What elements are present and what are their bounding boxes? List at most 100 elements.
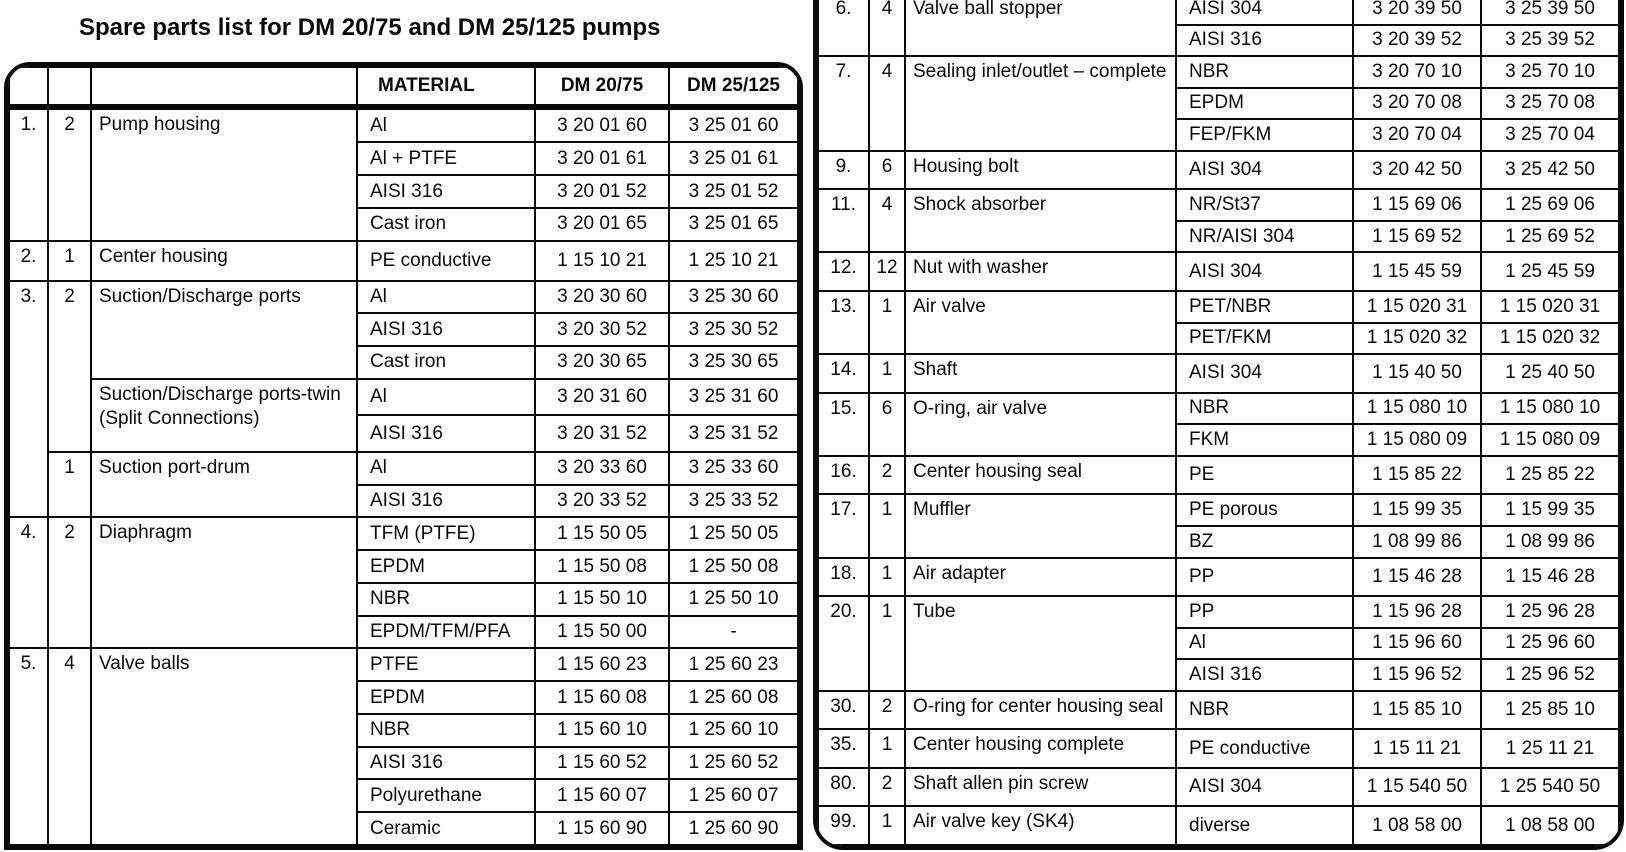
code-dm-20-75-cell: 1 15 45 59 xyxy=(1352,251,1482,293)
code-dm-25-125-cell: 3 25 70 04 xyxy=(1480,118,1620,152)
parts-row: PET/FKM 1 15 020 32 1 15 020 32 xyxy=(818,321,1620,356)
code-dm-20-75-cell: 3 20 70 10 xyxy=(1352,55,1482,89)
code-dm-25-125-cell: 1 15 46 28 xyxy=(1480,556,1620,598)
part-name-cell: Suction/Discharge ports xyxy=(90,279,358,380)
column-header-qty xyxy=(47,66,92,110)
code-dm-20-75-cell: 3 20 33 60 xyxy=(534,451,670,486)
code-dm-20-75-cell: 1 15 080 10 xyxy=(1352,391,1482,426)
code-dm-20-75-cell: 1 15 60 90 xyxy=(534,811,670,846)
part-name-cell: Sealing inlet/outlet – complete xyxy=(904,55,1177,152)
parts-row: 80. 2 Shaft allen pin screw AISI 304 1 15 54… xyxy=(817,766,1620,808)
code-dm-25-125-cell: 1 08 99 86 xyxy=(1480,524,1620,559)
code-dm-25-125-cell: 1 25 69 06 xyxy=(1480,188,1620,222)
parts-row: 99. 1 Air valve key (SK4) diverse 1 08 58 00… xyxy=(817,805,1620,846)
item-number-cell: 12. xyxy=(817,251,870,293)
item-number-cell: 16. xyxy=(817,454,870,496)
material-cell: diverse xyxy=(1175,805,1354,846)
code-dm-25-125-cell: 3 25 39 52 xyxy=(1480,23,1620,58)
material-cell: AISI 316 xyxy=(356,483,536,519)
part-name-cell: Nut with washer xyxy=(904,251,1177,293)
code-dm-20-75-cell: 1 15 60 10 xyxy=(534,712,670,748)
material-cell: Polyurethane xyxy=(356,778,536,814)
parts-row: AISI 316 3 20 31 52 3 25 31 52 xyxy=(9,414,799,454)
parts-row: 13. 1 Air valve PET/NBR 1 15 020 31 1 15 020 … xyxy=(817,290,1620,356)
code-dm-25-125-cell: 1 25 40 50 xyxy=(1480,353,1620,394)
code-dm-25-125-cell: 3 25 70 08 xyxy=(1480,86,1620,121)
part-name-cell: Valve balls xyxy=(90,647,358,846)
parts-row: AISI 316 3 20 01 52 3 25 01 52 xyxy=(9,174,799,209)
item-qty-cell: 2 xyxy=(47,516,92,650)
code-dm-20-75-cell: 1 15 020 32 xyxy=(1352,321,1482,356)
code-dm-20-75-cell: 1 15 96 28 xyxy=(1352,595,1482,629)
parts-row: EPDM/TFM/PFA 1 15 50 00- xyxy=(9,614,799,650)
parts-row: 12. 12 Nut with washer AISI 304 1 15 45 59 1 … xyxy=(817,251,1620,293)
item-qty-cell: 4 xyxy=(868,0,906,58)
item-qty-cell: 1 xyxy=(868,493,906,559)
part-name-cell: Air adapter xyxy=(904,556,1177,598)
parts-row: EPDM 1 15 60 08 1 25 60 08 xyxy=(9,680,799,715)
code-dm-20-75-cell: 1 15 11 21 xyxy=(1352,728,1482,769)
parts-row: NBR 1 15 60 10 1 25 60 10 xyxy=(9,712,799,748)
column-header-part-name xyxy=(90,66,358,110)
item-qty-cell: 4 xyxy=(47,647,92,846)
material-cell: Ceramic xyxy=(356,811,536,846)
code-dm-20-75-cell: 1 15 020 31 xyxy=(1352,290,1482,324)
code-dm-25-125-cell: 1 25 85 10 xyxy=(1480,689,1620,731)
code-dm-20-75-cell: 3 20 01 61 xyxy=(534,141,670,177)
code-dm-25-125-cell: 3 25 01 65 xyxy=(668,206,799,242)
code-dm-20-75-cell: 1 15 96 60 xyxy=(1352,626,1482,661)
part-name-cell: Suction/Discharge ports-twin (Split Conn… xyxy=(90,377,358,454)
parts-row: FKM 1 15 080 09 1 15 080 09 xyxy=(818,423,1620,457)
item-number-cell: 11. xyxy=(817,188,870,254)
column-header-material: MATERIAL xyxy=(356,66,536,110)
item-qty-cell: 1 xyxy=(47,451,92,519)
code-dm-20-75-cell: 1 15 40 50 xyxy=(1352,353,1482,394)
code-dm-25-125-cell: 1 08 58 00 xyxy=(1480,805,1620,846)
spare-parts-table-left: MATERIAL DM 20/75 DM 25/125 1. 2 Pump housing… xyxy=(8,66,799,846)
parts-row: Suction/Discharge ports-twin (Split Conn… xyxy=(9,377,799,454)
parts-row: FEP/FKM 3 20 70 04 3 25 70 04 xyxy=(818,118,1620,152)
column-header-dm-20-75: DM 20/75 xyxy=(534,66,670,110)
material-cell: NBR xyxy=(1175,391,1354,426)
code-dm-20-75-cell: 1 15 96 52 xyxy=(1352,658,1482,692)
code-dm-20-75-cell: 3 20 01 60 xyxy=(534,105,670,144)
code-dm-25-125-cell: 1 25 10 21 xyxy=(668,239,799,282)
material-cell: Al xyxy=(356,451,536,486)
code-dm-25-125-cell: 1 25 60 23 xyxy=(668,647,799,683)
parts-row: 9. 6 Housing bolt AISI 304 3 20 42 50 3 25 42… xyxy=(817,149,1620,191)
parts-row: Al + PTFE 3 20 01 61 3 25 01 61 xyxy=(9,141,799,177)
code-dm-25-125-cell: 3 25 39 50 xyxy=(1480,0,1620,26)
code-dm-25-125-cell: 1 25 60 52 xyxy=(668,745,799,781)
code-dm-20-75-cell: 1 15 50 00 xyxy=(534,614,670,650)
parts-row: 6. 4 Valve ball stopper AISI 304 3 20 39 50 3… xyxy=(817,0,1620,58)
part-name-cell: Shock absorber xyxy=(904,188,1177,254)
code-dm-25-125-cell: 1 25 540 50 xyxy=(1480,766,1620,808)
material-cell: TFM (PTFE) xyxy=(356,516,536,552)
spare-parts-table-right: 6. 4 Valve ball stopper AISI 304 3 20 39 50 3… xyxy=(817,0,1620,846)
code-dm-20-75-cell: 1 08 99 86 xyxy=(1352,524,1482,559)
code-dm-25-125-cell: 3 25 30 65 xyxy=(668,345,799,380)
code-dm-20-75-cell: 1 15 50 05 xyxy=(534,516,670,552)
code-dm-20-75-cell: 1 15 60 07 xyxy=(534,778,670,814)
column-header-dm-25-125: DM 25/125 xyxy=(668,66,799,110)
code-dm-20-75-cell: 3 20 31 52 xyxy=(534,414,670,454)
item-qty-cell: 2 xyxy=(47,279,92,454)
item-qty-cell: 2 xyxy=(868,766,906,808)
material-cell: AISI 304 xyxy=(1175,0,1354,26)
item-number-cell: 6. xyxy=(817,0,870,58)
parts-row: Cast iron 3 20 30 65 3 25 30 65 xyxy=(9,345,799,380)
part-name-cell: Center housing xyxy=(90,239,358,282)
material-cell: NBR xyxy=(1175,55,1354,89)
code-dm-25-125-cell: 1 25 96 28 xyxy=(1480,595,1620,629)
code-dm-20-75-cell: 3 20 30 52 xyxy=(534,312,670,348)
code-dm-20-75-cell: 3 20 39 52 xyxy=(1352,23,1482,58)
part-name-cell: Air valve key (SK4) xyxy=(904,805,1177,846)
item-qty-cell: 1 xyxy=(868,290,906,356)
item-number-cell: 1. xyxy=(8,106,49,242)
code-dm-25-125-cell: 3 25 31 52 xyxy=(668,414,799,454)
parts-row: AISI 316 3 20 33 52 3 25 33 52 xyxy=(9,483,799,519)
part-name-cell: Pump housing xyxy=(90,106,358,242)
item-qty-cell: 1 xyxy=(868,353,906,394)
spare-parts-panel-left: MATERIAL DM 20/75 DM 25/125 1. 2 Pump housing… xyxy=(4,62,803,850)
code-dm-25-125-cell: 1 25 60 08 xyxy=(668,680,799,715)
